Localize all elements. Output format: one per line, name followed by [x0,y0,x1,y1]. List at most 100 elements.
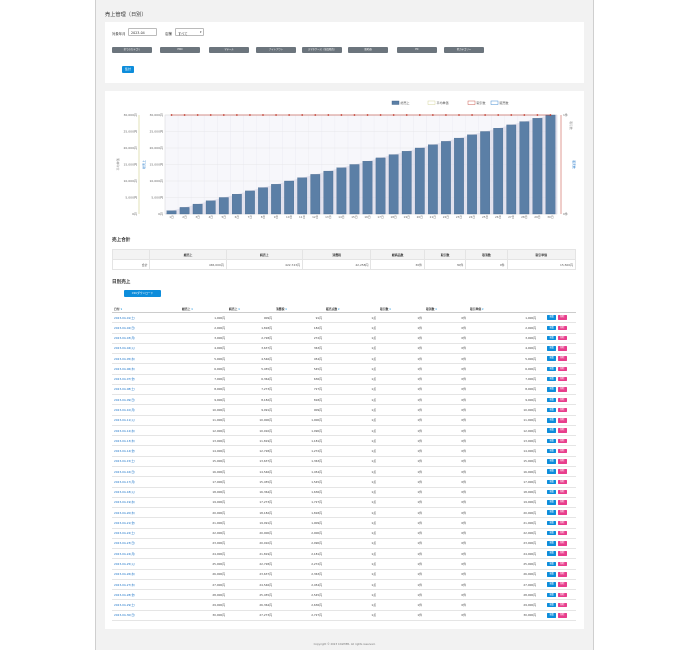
delete-button[interactable]: 削除 [557,407,567,413]
date-link[interactable]: 2023-04-24(月) [112,548,180,560]
delete-button[interactable]: 削除 [557,489,567,495]
sort-icon[interactable]: ▾ [434,306,437,311]
daily-header-3[interactable]: 消費税 ▾ [274,305,324,313]
date-link[interactable]: 2023-04-25(火) [112,558,180,570]
edit-button[interactable]: 編集 [547,418,557,423]
daily-header-0[interactable]: 日付 ▾ [112,305,180,313]
date-link[interactable]: 2023-04-11(火) [112,415,180,426]
date-link[interactable]: 2023-04-21(金) [112,517,180,529]
edit-button[interactable]: 編集 [547,582,557,587]
edit-button[interactable]: 編集 [547,479,557,485]
delete-button[interactable]: 削除 [557,500,567,505]
date-link[interactable]: 2023-04-04(火) [112,343,180,355]
delete-button[interactable]: 削除 [557,356,567,361]
edit-button[interactable]: 編集 [547,438,557,444]
edit-button[interactable]: 編集 [547,500,557,505]
edit-button[interactable]: 編集 [547,335,557,341]
edit-button[interactable]: 編集 [547,520,557,526]
date-link[interactable]: 2023-04-29(土) [112,599,180,611]
delete-button[interactable]: 削除 [557,613,567,618]
delete-button[interactable]: 削除 [557,428,567,433]
delete-button[interactable]: 削除 [557,520,567,526]
month-input[interactable]: 2023-04 [128,28,157,36]
sort-icon[interactable]: ▾ [481,306,484,311]
delete-button[interactable]: 削除 [557,459,567,464]
category-button-5[interactable]: 脱毛器 [348,47,388,53]
category-button-4[interactable]: スマホケース（単品販売） [302,47,342,53]
date-link[interactable]: 2023-04-06(木) [112,363,180,375]
category-button-1[interactable]: PRO [160,47,200,53]
edit-button[interactable]: 編集 [547,572,557,577]
delete-button[interactable]: 削除 [557,551,567,556]
csv-download-button[interactable]: CSVダウンロード [124,290,161,297]
date-link[interactable]: 2023-04-07(金) [112,374,180,385]
date-link[interactable]: 2023-04-05(水) [112,353,180,365]
edit-button[interactable]: 編集 [547,376,557,382]
date-link[interactable]: 2023-04-30(日) [112,610,180,621]
sort-icon[interactable]: ▾ [388,306,391,311]
delete-button[interactable]: 削除 [557,397,567,402]
delete-button[interactable]: 削除 [557,541,567,546]
edit-button[interactable]: 編集 [547,551,557,556]
edit-button[interactable]: 編集 [547,489,557,495]
edit-button[interactable]: 編集 [547,315,557,320]
delete-button[interactable]: 削除 [557,376,567,382]
store-select[interactable]: すべて ▾ [175,28,204,36]
category-button-3[interactable]: ナイトアウト [256,47,296,53]
date-link[interactable]: 2023-04-17(月) [112,476,180,488]
date-link[interactable]: 2023-04-19(水) [112,497,180,509]
delete-button[interactable]: 削除 [557,602,567,608]
date-link[interactable]: 2023-04-23(日) [112,538,180,550]
edit-button[interactable]: 編集 [547,325,557,331]
delete-button[interactable]: 削除 [557,469,567,474]
edit-button[interactable]: 編集 [547,407,557,413]
delete-button[interactable]: 削除 [557,561,567,567]
date-link[interactable]: 2023-04-08(土) [112,384,180,396]
category-button-0[interactable]: 全てのカテゴリ [112,47,152,53]
edit-button[interactable]: 編集 [547,469,557,474]
sort-icon[interactable]: ▾ [284,306,287,311]
date-link[interactable]: 2023-04-27(木) [112,579,180,591]
date-link[interactable]: 2023-04-20(木) [112,507,180,519]
edit-button[interactable]: 編集 [547,510,557,515]
date-link[interactable]: 2023-04-02(日) [112,322,180,334]
delete-button[interactable]: 削除 [557,530,567,536]
delete-button[interactable]: 削除 [557,510,567,515]
delete-button[interactable]: 削除 [557,346,567,351]
date-link[interactable]: 2023-04-22(土) [112,528,180,539]
edit-button[interactable]: 編集 [547,459,557,464]
date-link[interactable]: 2023-04-14(金) [112,445,180,457]
delete-button[interactable]: 削除 [557,325,567,331]
edit-button[interactable]: 編集 [547,366,557,372]
delete-button[interactable]: 削除 [557,592,567,598]
daily-header-2[interactable]: 純売上 ▾ [227,305,274,313]
category-button-6[interactable]: EC [397,47,437,53]
edit-button[interactable]: 編集 [547,613,557,618]
delete-button[interactable]: 削除 [557,479,567,485]
edit-button[interactable]: 編集 [547,561,557,567]
aggregate-button[interactable]: 集計 [122,66,134,73]
edit-button[interactable]: 編集 [547,592,557,598]
category-button-2[interactable]: マテール [209,47,249,53]
date-link[interactable]: 2023-04-15(土) [112,456,180,467]
edit-button[interactable]: 編集 [547,530,557,536]
date-link[interactable]: 2023-04-01(土) [112,312,180,324]
delete-button[interactable]: 削除 [557,582,567,587]
date-link[interactable]: 2023-04-10(月) [112,404,180,416]
edit-button[interactable]: 編集 [547,428,557,433]
sort-icon[interactable]: ▾ [190,306,193,311]
edit-button[interactable]: 編集 [547,356,557,361]
sort-icon[interactable]: ▾ [337,306,340,311]
daily-header-5[interactable]: 取引数 ▾ [378,305,424,313]
delete-button[interactable]: 削除 [557,335,567,341]
date-link[interactable]: 2023-04-12(水) [112,425,180,437]
date-link[interactable]: 2023-04-16(日) [112,466,180,478]
delete-button[interactable]: 削除 [557,315,567,320]
edit-button[interactable]: 編集 [547,602,557,608]
date-link[interactable]: 2023-04-18(火) [112,487,180,498]
edit-button[interactable]: 編集 [547,541,557,546]
edit-button[interactable]: 編集 [547,397,557,402]
date-link[interactable]: 2023-04-09(日) [112,394,180,406]
delete-button[interactable]: 削除 [557,438,567,444]
category-button-7[interactable]: 他カテゴリー [444,47,484,53]
